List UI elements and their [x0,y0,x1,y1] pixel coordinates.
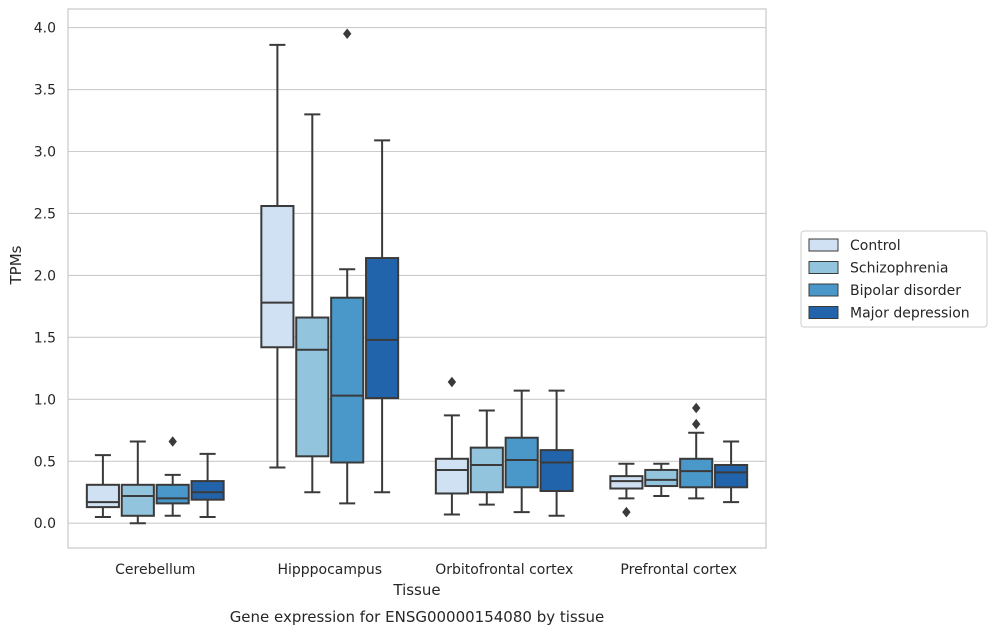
outlier-point [692,402,701,414]
box-iqr [260,205,295,349]
legend-label: Bipolar disorder [850,283,961,299]
box-control [434,376,469,516]
box-bipolar-disorder [330,28,365,505]
box-iqr [85,483,120,509]
y-tick-label: 4.0 [34,21,56,37]
y-tick-label: 2.0 [34,268,56,284]
outlier-point [692,418,701,430]
legend-swatch [808,283,839,297]
box-iqr [155,483,190,505]
box-bipolar-disorder [155,436,190,517]
box-iqr [644,468,679,488]
x-tick-label: Cerebellum [115,562,195,578]
box-major-depression [539,389,574,517]
legend-label: Major depression [850,306,970,322]
box-plot-area [85,28,749,525]
x-tick-label: Orbitofrontal cortex [435,562,573,578]
box-iqr [504,436,539,489]
legend-frame [800,230,988,328]
box-major-depression [714,440,749,504]
legend-label: Schizophrenia [850,261,948,277]
y-axis-ticks: 0.0 0.5 1.0 1.5 2.0 2.5 3.0 3.5 4.0 [34,21,56,533]
box-iqr [609,475,644,490]
box-control [85,454,120,519]
legend-swatch [808,261,839,274]
box-bipolar-disorder [504,389,539,514]
box-iqr [469,446,504,494]
outlier-point [343,28,352,40]
box-iqr [120,483,155,517]
chart-caption: Gene expression for ENSG00000154080 by t… [230,608,605,626]
box-major-depression [365,139,400,494]
y-tick-label: 3.5 [34,83,56,99]
legend-swatch [808,306,839,319]
legend: Control Schizophrenia Bipolar disorder Majo… [800,230,988,328]
plot-frame [67,8,767,549]
y-tick-label: 0.5 [34,454,56,470]
x-axis-ticks: Cerebellum Hipppocampus Orbitofrontal cort… [115,562,737,578]
box-iqr [365,257,400,400]
box-control [260,43,295,469]
box-schizophrenia [469,409,504,506]
box-control [609,462,644,518]
y-tick-label: 2.5 [34,206,56,222]
legend-label: Control [850,238,901,254]
box-iqr [190,480,225,501]
box-major-depression [190,452,225,519]
box-schizophrenia [644,462,679,497]
gridlines [68,27,766,524]
y-axis-label: TPMs [7,245,25,285]
box-bipolar-disorder [679,402,714,500]
y-tick-label: 1.5 [34,330,56,346]
box-iqr [539,449,574,493]
outlier-point [447,376,457,388]
y-tick-label: 0.0 [34,516,56,532]
outlier-point [622,506,631,518]
box-iqr [714,463,749,489]
x-tick-label: Prefrontal cortex [620,562,737,578]
box-iqr [434,457,469,495]
outlier-point [168,436,177,447]
x-tick-label: Hipppocampus [277,562,382,578]
y-tick-label: 1.0 [34,392,56,408]
box-iqr [330,296,365,464]
x-axis-label: Tissue [392,581,440,599]
box-schizophrenia [295,113,330,494]
box-iqr [679,457,714,489]
y-tick-label: 3.0 [34,144,56,160]
box-schizophrenia [120,440,155,525]
box-iqr [295,316,330,458]
legend-swatch [808,238,839,252]
